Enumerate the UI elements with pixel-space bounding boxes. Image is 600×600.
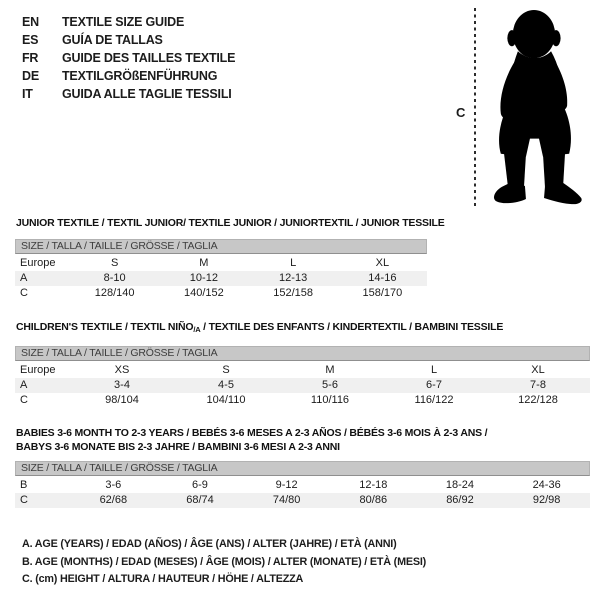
language-row-fr: FR GUIDE DES TAILLES TEXTILE: [22, 49, 235, 67]
size-header-bar: SIZE / TALLA / TAILLE / GRÖSSE / TAGLIA: [15, 461, 590, 476]
legend-line-a: A. AGE (YEARS) / EDAD (AÑOS) / ÂGE (ANS)…: [22, 538, 397, 550]
row-label: A: [20, 272, 28, 284]
table-cell: 6-7: [426, 379, 442, 391]
language-title: GUÍA DE TALLAS: [62, 33, 163, 47]
babies-table-section: BABIES 3-6 MONTH TO 2-3 YEARS / BEBÉS 3-…: [15, 427, 590, 508]
table-cell: 158/170: [362, 287, 403, 299]
table-row: B 3-6 6-9 9-12 12-18 18-24 24-36: [15, 478, 590, 493]
title-line-1: BABIES 3-6 MONTH TO 2-3 YEARS / BEBÉS 3-…: [16, 427, 488, 439]
table-cell: 92/98: [532, 494, 561, 506]
table-cell: XL: [531, 364, 545, 376]
table-cell: 3-4: [114, 379, 130, 391]
language-row-it: IT GUIDA ALLE TAGLIE TESSILI: [22, 85, 235, 103]
table-cell: 5-6: [322, 379, 338, 391]
junior-table-title: JUNIOR TEXTILE / TEXTIL JUNIOR/ TEXTILE …: [16, 217, 445, 229]
table-row: Europe XS S M L XL: [15, 363, 590, 378]
babies-table-title: BABIES 3-6 MONTH TO 2-3 YEARS / BEBÉS 3-…: [16, 427, 590, 454]
table-cell: 152/158: [273, 287, 313, 299]
language-title: TEXTILE SIZE GUIDE: [62, 15, 185, 29]
row-label: A: [20, 379, 28, 391]
table-cell: 110/116: [310, 394, 350, 406]
table-cell: 4-5: [218, 379, 234, 391]
table-cell: M: [199, 257, 209, 269]
table-cell: 12-13: [279, 272, 308, 284]
table-cell: 140/152: [183, 287, 224, 299]
toddler-silhouette-icon: [493, 10, 582, 205]
row-label: C: [20, 394, 28, 406]
row-label: C: [20, 287, 28, 299]
measurement-legend: A. AGE (YEARS) / EDAD (AÑOS) / ÂGE (ANS)…: [22, 536, 426, 589]
table-cell: 24-36: [532, 479, 561, 491]
table-cell: 62/68: [99, 494, 128, 506]
table-cell: 12-18: [359, 479, 388, 491]
language-code: FR: [22, 51, 39, 65]
language-code: EN: [22, 15, 39, 29]
table-cell: 7-8: [530, 379, 546, 391]
junior-table-section: JUNIOR TEXTILE / TEXTIL JUNIOR/ TEXTILE …: [15, 217, 445, 301]
table-cell: 8-10: [103, 272, 126, 284]
language-list: EN TEXTILE SIZE GUIDE ES GUÍA DE TALLAS …: [22, 13, 235, 103]
table-cell: S: [110, 257, 119, 269]
title-subscript: /A: [193, 325, 201, 334]
table-cell: 104/110: [206, 394, 246, 406]
table-cell: 10-12: [189, 272, 218, 284]
table-cell: 86/92: [446, 494, 474, 506]
language-title: TEXTILGRÖßENFÜHRUNG: [62, 69, 218, 83]
row-label: Europe: [20, 257, 56, 269]
title-line-2: BABYS 3-6 MONATE BIS 2-3 JAHRE / BAMBINI…: [16, 440, 340, 453]
language-title: GUIDE DES TAILLES TEXTILE: [62, 51, 236, 65]
table-cell: 116/122: [414, 394, 454, 406]
legend-line-c: C. (cm) HEIGHT / ALTURA / HAUTEUR / HÖHE…: [22, 573, 304, 585]
language-title: GUIDA ALLE TAGLIE TESSILI: [62, 87, 232, 101]
size-header-bar: SIZE / TALLA / TAILLE / GRÖSSE / TAGLIA: [15, 346, 590, 361]
height-measure-line: [474, 8, 476, 206]
language-code: DE: [22, 69, 39, 83]
table-cell: 14-16: [368, 272, 397, 284]
table-cell: 6-9: [192, 479, 208, 491]
children-size-table: Europe XS S M L XL A 3-4 4-5 5-6 6-7 7-8…: [15, 363, 590, 408]
table-cell: 9-12: [275, 479, 298, 491]
junior-size-table: Europe S M L XL A 8-10 10-12 12-13 14-16…: [15, 256, 427, 301]
table-row: A 3-4 4-5 5-6 6-7 7-8: [15, 378, 590, 393]
table-cell: 80/86: [359, 494, 388, 506]
table-cell: L: [290, 257, 297, 269]
table-row: Europe S M L XL: [15, 256, 427, 271]
babies-size-table: B 3-6 6-9 9-12 12-18 18-24 24-36 C 62/68…: [15, 478, 590, 508]
legend-line-b: B. AGE (MONTHS) / EDAD (MESES) / ÂGE (MO…: [22, 555, 427, 568]
table-cell: 122/128: [518, 394, 558, 406]
table-row: A 8-10 10-12 12-13 14-16: [15, 271, 427, 286]
table-cell: L: [430, 364, 438, 376]
children-table-section: CHILDREN'S TEXTILE / TEXTIL NIÑO/A / TEX…: [15, 321, 590, 408]
table-cell: 18-24: [445, 479, 475, 491]
height-label: C: [456, 105, 466, 120]
language-row-en: EN TEXTILE SIZE GUIDE: [22, 13, 235, 31]
table-cell: M: [325, 364, 335, 376]
table-cell: XL: [375, 257, 390, 269]
size-header-bar: SIZE / TALLA / TAILLE / GRÖSSE / TAGLIA: [15, 239, 427, 254]
language-row-es: ES GUÍA DE TALLAS: [22, 31, 235, 49]
table-row: C 128/140 140/152 152/158 158/170: [15, 286, 427, 301]
language-code: IT: [22, 87, 33, 101]
title-part: / TEXTILE DES ENFANTS / KINDERTEXTIL / B…: [200, 321, 504, 333]
table-cell: 98/104: [105, 394, 139, 406]
children-table-title: CHILDREN'S TEXTILE / TEXTIL NIÑO/A / TEX…: [16, 321, 590, 336]
table-cell: 3-6: [105, 479, 122, 491]
table-row: C 98/104 104/110 110/116 116/122 122/128: [15, 393, 590, 408]
row-label: B: [20, 479, 28, 491]
table-cell: 68/74: [186, 494, 214, 506]
table-cell: XS: [114, 364, 130, 376]
language-row-de: DE TEXTILGRÖßENFÜHRUNG: [22, 67, 235, 85]
table-cell: 128/140: [94, 287, 135, 299]
table-cell: 74/80: [272, 494, 301, 506]
language-code: ES: [22, 33, 39, 47]
table-row: C 62/68 68/74 74/80 80/86 86/92 92/98: [15, 493, 590, 508]
title-part: CHILDREN'S TEXTILE / TEXTIL NIÑO: [16, 321, 194, 333]
row-label: Europe: [20, 364, 56, 376]
table-cell: S: [222, 364, 230, 376]
row-label: C: [20, 494, 28, 506]
